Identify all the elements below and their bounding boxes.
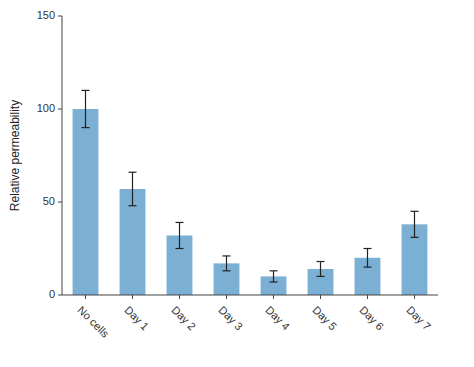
bar — [73, 109, 99, 295]
error-cap — [270, 281, 278, 282]
error-cap — [411, 237, 419, 238]
x-tick-label: Day 5 — [310, 304, 339, 333]
x-tick — [132, 295, 133, 299]
error-cap — [176, 248, 184, 249]
error-bar — [317, 262, 325, 277]
x-tick-label: Day 4 — [263, 304, 292, 333]
error-line — [179, 222, 180, 248]
chart-svg: 0 50 100 150 No cells Day 1 Day 2 Day 3 Day 4 Day… — [0, 0, 474, 367]
error-line — [414, 211, 415, 237]
error-line — [85, 90, 86, 127]
error-cap — [129, 205, 137, 206]
error-bar — [270, 271, 278, 282]
x-tick — [367, 295, 368, 299]
error-cap — [270, 270, 278, 271]
error-bar — [176, 222, 184, 248]
x-tick — [85, 295, 86, 299]
error-line — [320, 262, 321, 277]
error-line — [367, 249, 368, 268]
y-tick-label: 50 — [43, 195, 55, 207]
y-tick-label: 100 — [37, 102, 55, 114]
error-cap — [82, 127, 90, 128]
x-axis-line — [62, 295, 438, 296]
error-cap — [223, 270, 231, 271]
error-cap — [82, 90, 90, 91]
x-tick — [320, 295, 321, 299]
y-tick-label: 150 — [37, 9, 55, 21]
marks — [73, 90, 428, 295]
y-tick — [58, 16, 62, 17]
x-tick — [226, 295, 227, 299]
error-cap — [411, 211, 419, 212]
error-cap — [129, 172, 137, 173]
error-cap — [223, 255, 231, 256]
error-bar — [82, 90, 90, 127]
error-bar — [364, 249, 372, 268]
x-tick — [179, 295, 180, 299]
x-tick-label: Day 6 — [357, 304, 386, 333]
y-tick — [58, 295, 62, 296]
error-cap — [176, 222, 184, 223]
x-tick-label: Day 1 — [122, 304, 151, 333]
x-tick-label: No cells — [75, 304, 112, 341]
error-line — [132, 172, 133, 205]
x-tick-label: Day 7 — [404, 304, 433, 333]
axes: 0 50 100 150 No cells Day 1 Day 2 Day 3 Day 4 Day… — [37, 9, 438, 340]
error-bar — [223, 256, 231, 271]
y-tick — [58, 109, 62, 110]
x-tick-label: Day 2 — [169, 304, 198, 333]
y-axis-line — [62, 16, 63, 295]
y-tick-label: 0 — [49, 288, 55, 300]
y-tick — [58, 202, 62, 203]
error-line — [226, 256, 227, 271]
error-line — [273, 271, 274, 282]
error-bar — [129, 172, 137, 205]
error-cap — [317, 261, 325, 262]
error-bar — [411, 211, 419, 237]
error-cap — [364, 267, 372, 268]
error-cap — [317, 276, 325, 277]
chart-container: 0 50 100 150 No cells Day 1 Day 2 Day 3 Day 4 Day… — [0, 0, 474, 367]
x-tick — [273, 295, 274, 299]
x-tick — [414, 295, 415, 299]
error-cap — [364, 248, 372, 249]
y-axis-label: Relative permeability — [8, 100, 22, 211]
x-tick-label: Day 3 — [216, 304, 245, 333]
